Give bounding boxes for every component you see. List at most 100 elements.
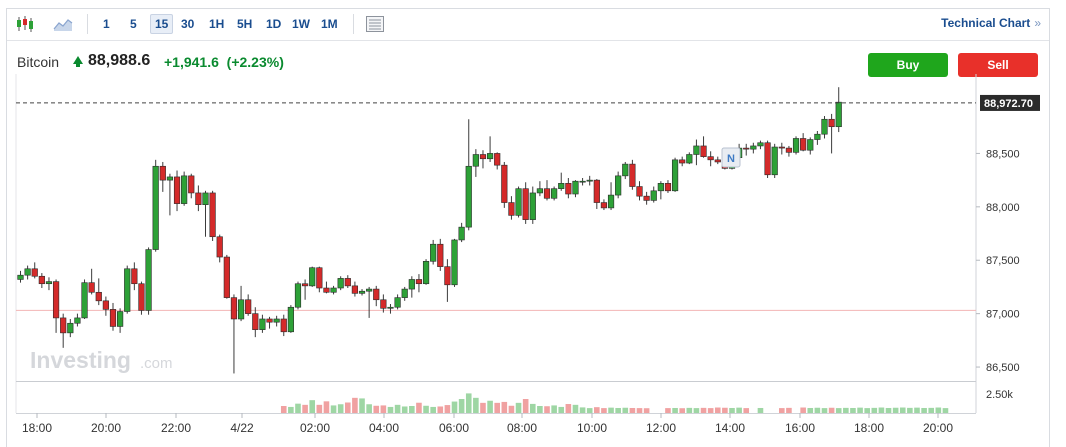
volume-bar	[352, 397, 358, 413]
volume-bar	[409, 406, 415, 413]
timeframe-1m[interactable]: 1M	[321, 17, 338, 31]
volume-bar	[729, 407, 735, 413]
candle-body	[679, 159, 686, 164]
volume-bar	[515, 402, 522, 413]
candle-body	[102, 300, 109, 310]
timeframe-1d[interactable]: 1D	[266, 17, 282, 31]
timeframe-30[interactable]: 30	[181, 17, 195, 31]
candle-body	[693, 145, 700, 155]
candle-body	[230, 297, 238, 320]
technical-chart-label: Technical Chart	[941, 16, 1031, 30]
candle-body	[437, 243, 444, 267]
candle-body	[17, 274, 24, 280]
volume-bar	[323, 401, 330, 413]
candle-body	[31, 268, 38, 277]
timeframe-5[interactable]: 5	[130, 17, 137, 31]
candle-body	[252, 313, 259, 330]
last-price-label: 88,972.70	[984, 98, 1033, 110]
volume-bar	[843, 407, 849, 413]
candle-body	[344, 278, 351, 287]
chart-settings-icon[interactable]	[365, 15, 385, 33]
candle-body	[757, 142, 764, 147]
volume-bar	[558, 406, 565, 413]
candle-body	[38, 275, 45, 285]
time-tick-label: 12:00	[646, 421, 676, 435]
buy-button[interactable]: Buy	[868, 53, 948, 77]
candle-body	[223, 256, 230, 298]
candle-body	[536, 188, 543, 194]
timeframe-1h[interactable]: 1H	[209, 17, 225, 31]
timeframe-1[interactable]: 1	[103, 17, 110, 31]
volume-bar	[394, 404, 401, 413]
watermark: Investing	[30, 347, 131, 373]
candle-body	[515, 188, 522, 216]
volume-bar	[828, 407, 835, 413]
candle-body	[600, 202, 608, 209]
volume-bar	[295, 403, 301, 413]
volume-bar	[487, 400, 493, 413]
candle-body	[81, 282, 88, 319]
volume-bar	[544, 406, 550, 413]
time-tick-label: 14:00	[715, 421, 745, 435]
candle-body	[800, 138, 807, 151]
candle-body	[565, 183, 572, 195]
candle-body	[216, 236, 223, 258]
candle-body	[451, 239, 458, 286]
candle-body	[337, 278, 344, 289]
volume-bar	[914, 407, 920, 413]
candle-body	[280, 318, 287, 333]
candle-body	[508, 202, 515, 216]
candle-body	[807, 139, 814, 151]
candle-body	[138, 283, 145, 311]
technical-chart-link[interactable]: Technical Chart»	[941, 16, 1041, 30]
volume-bar	[359, 398, 365, 413]
last-price: 88,988.6	[88, 52, 151, 69]
volume-bar	[330, 405, 337, 413]
volume-bar	[309, 400, 316, 413]
candle-body	[188, 175, 195, 194]
candle-body	[835, 101, 842, 128]
volume-bar	[480, 402, 486, 413]
news-marker[interactable]	[721, 147, 741, 168]
time-tick-label: 10:00	[577, 421, 607, 435]
quote-header: Bitcoin 88,988.6 +1,941.6 (+2.23%) Buy S…	[7, 40, 1049, 84]
candle-body	[714, 159, 721, 163]
volume-bar	[551, 405, 557, 413]
volume-bar	[722, 407, 728, 413]
candle-body	[237, 299, 245, 320]
timeframe-15[interactable]: 15	[150, 14, 174, 34]
candle-body	[209, 192, 216, 238]
timeframe-5h[interactable]: 5H	[237, 17, 253, 31]
timeframe-1w[interactable]: 1W	[292, 17, 310, 31]
volume-bar	[373, 405, 380, 413]
candle-body	[323, 287, 330, 293]
volume-bar	[380, 405, 387, 413]
asset-name: Bitcoin	[17, 54, 60, 70]
volume-bar	[302, 404, 308, 413]
candle-body	[657, 183, 664, 192]
candle-body	[479, 154, 487, 160]
candle-body	[771, 146, 778, 176]
candle-body	[629, 163, 636, 187]
candle-body	[785, 147, 793, 153]
time-tick-label: 18:00	[22, 421, 52, 435]
candlestick-chart-icon[interactable]	[15, 15, 35, 33]
candle-body	[622, 163, 629, 177]
area-chart-icon[interactable]	[53, 15, 73, 33]
candle-body	[330, 287, 337, 293]
candle-body	[259, 318, 266, 330]
sell-button[interactable]: Sell	[958, 53, 1038, 77]
candle-body	[558, 183, 565, 189]
volume-bar	[337, 404, 344, 413]
candle-body	[74, 317, 81, 324]
volume-tick-label: 2.50k	[986, 389, 1013, 401]
volume-bar	[629, 407, 636, 413]
price-tick-label: 87,000	[986, 309, 1020, 321]
time-tick-label: 20:00	[91, 421, 121, 435]
volume-bar	[537, 406, 543, 413]
volume-bar	[878, 407, 885, 413]
time-tick-label: 20:00	[923, 421, 953, 435]
news-marker-label: N	[727, 153, 735, 165]
candle-body	[615, 175, 622, 196]
